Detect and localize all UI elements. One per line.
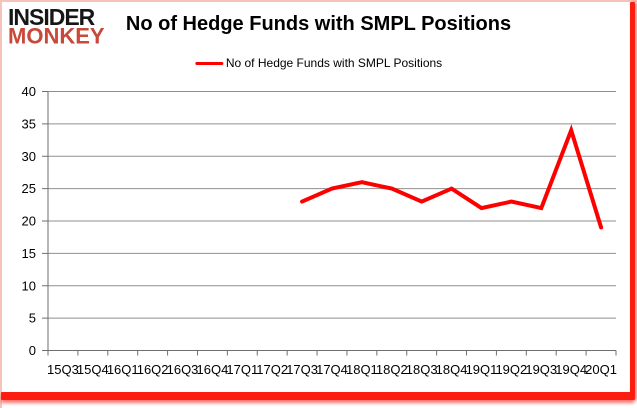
x-axis-label: 15Q4 (77, 362, 109, 377)
y-axis-label: 40 (22, 84, 36, 99)
x-axis-label: 20Q1 (585, 362, 617, 377)
frame-border-bottom (1, 392, 634, 400)
x-axis-label: 19Q1 (466, 362, 498, 377)
x-axis-label: 16Q4 (197, 362, 229, 377)
x-axis-label: 17Q1 (226, 362, 258, 377)
legend-label: No of Hedge Funds with SMPL Positions (225, 56, 443, 70)
y-axis-label: 15 (22, 246, 36, 261)
y-axis-label: 30 (22, 149, 36, 164)
x-axis-label: 19Q3 (525, 362, 557, 377)
y-axis-label: 35 (22, 116, 36, 131)
data-line (300, 124, 604, 230)
x-axis-label: 16Q1 (107, 362, 139, 377)
page-title: No of Hedge Funds with SMPL Positions (125, 13, 512, 35)
y-axis-label: 10 (22, 278, 36, 293)
logo-insider-text: INSIDER (8, 3, 95, 31)
x-axis-label: 18Q4 (436, 362, 468, 377)
x-axis-label: 18Q1 (346, 362, 378, 377)
y-axis-label: 20 (22, 214, 36, 229)
insider-monkey-logo: INSIDER MONKEY (8, 3, 105, 49)
x-axis-label: 17Q4 (316, 362, 348, 377)
x-axis-label: 19Q4 (555, 362, 587, 377)
x-axis-label: 16Q3 (167, 362, 199, 377)
x-axis-label: 19Q2 (495, 362, 527, 377)
x-axis-label: 16Q2 (137, 362, 169, 377)
x-axis-label: 15Q3 (47, 362, 79, 377)
logo-monkey-text: MONKEY (8, 22, 105, 49)
frame-border-right (630, 2, 635, 400)
frame-border-left (0, 0, 2, 408)
y-axis-label: 0 (29, 343, 36, 358)
frame-border-top (0, 0, 637, 2)
y-axis-label: 25 (22, 181, 36, 196)
x-axis-label: 17Q2 (256, 362, 288, 377)
legend: No of Hedge Funds with SMPL Positions (194, 56, 443, 70)
legend-line-swatch (194, 61, 223, 65)
y-axis-label: 5 (29, 311, 36, 326)
x-axis-label: 18Q3 (406, 362, 438, 377)
x-axis-label: 18Q2 (376, 362, 408, 377)
x-axis-label: 17Q3 (286, 362, 318, 377)
